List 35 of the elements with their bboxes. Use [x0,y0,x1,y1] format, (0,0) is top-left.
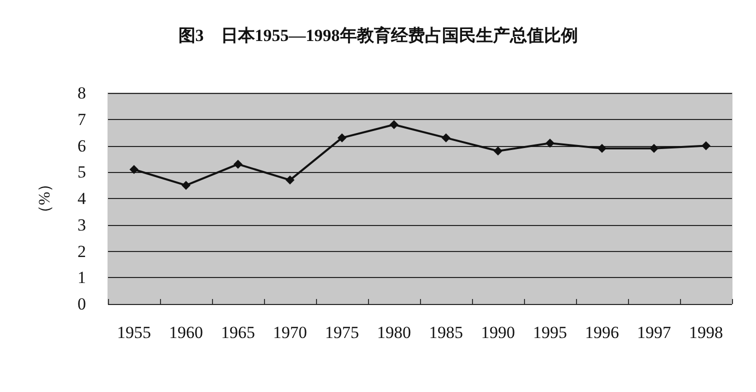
point [338,133,346,142]
chart-title: 图3 日本1955—1998年教育经费占国民生产总值比例 [178,25,578,45]
point [390,120,398,130]
point [182,180,190,190]
x-tick-label: 1998 [689,323,723,342]
point [546,138,554,148]
x-tick-label: 1955 [117,323,151,342]
x-tick-label: 1980 [377,323,411,342]
y-tick-label: 2 [78,242,86,261]
point [286,176,294,185]
x-tick-label: 1997 [637,323,672,342]
point [650,144,658,153]
x-tick-label: 1990 [481,323,515,342]
x-tick-label: 1996 [585,323,619,342]
point [130,164,138,174]
y-tick-label: 4 [78,189,86,208]
x-tick-label: 1985 [429,323,463,342]
point [598,144,606,153]
y-tick-label: 1 [78,268,86,288]
x-tick-label: 1960 [169,323,203,342]
y-tick-label: 0 [78,294,86,314]
point [702,141,710,150]
y-tick-label: 5 [78,162,86,182]
point [442,133,450,142]
x-tick-label: 1975 [325,323,359,342]
y-tick-label: 7 [78,110,86,129]
y-tick-label: 8 [78,84,86,102]
point [234,160,242,169]
x-tick-label: 1995 [533,323,567,342]
x-tick-label: 1965 [221,323,255,342]
y-tick-label: 3 [78,215,86,234]
y-axis-title: （%） [36,176,54,222]
x-tick-label: 1970 [273,323,307,342]
y-tick-label: 6 [78,136,86,156]
point [494,146,502,156]
